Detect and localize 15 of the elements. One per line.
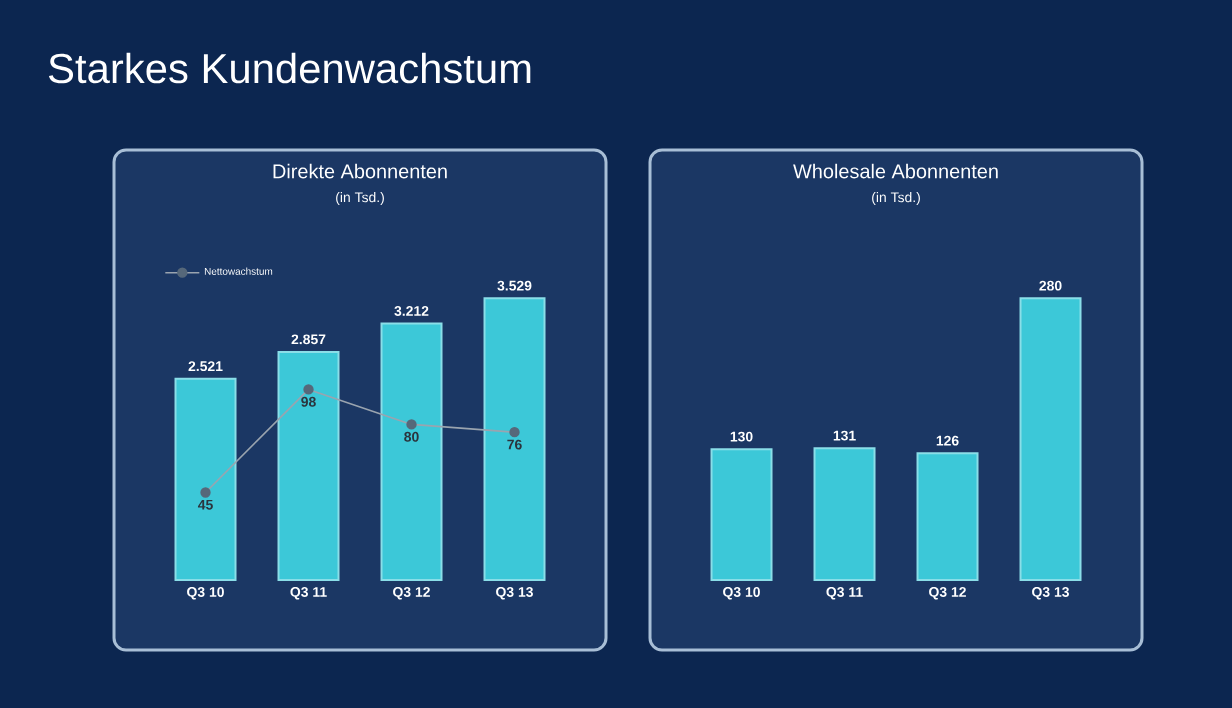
bar: [380, 322, 443, 581]
bar: [483, 297, 546, 581]
bar: [277, 350, 340, 581]
point: [406, 419, 417, 430]
bar: [710, 448, 773, 581]
point: [200, 487, 211, 498]
bar: [813, 447, 876, 581]
bar: [1019, 297, 1082, 581]
chart-title: Wholesale Abonnenten: [793, 163, 998, 179]
bar: [916, 452, 979, 581]
point: [303, 384, 314, 395]
chart-title: Direkte Abonnenten: [273, 163, 447, 179]
bar: [174, 377, 237, 581]
text: Starkes Kundenwachstum: [48, 52, 531, 84]
point: [509, 427, 520, 438]
